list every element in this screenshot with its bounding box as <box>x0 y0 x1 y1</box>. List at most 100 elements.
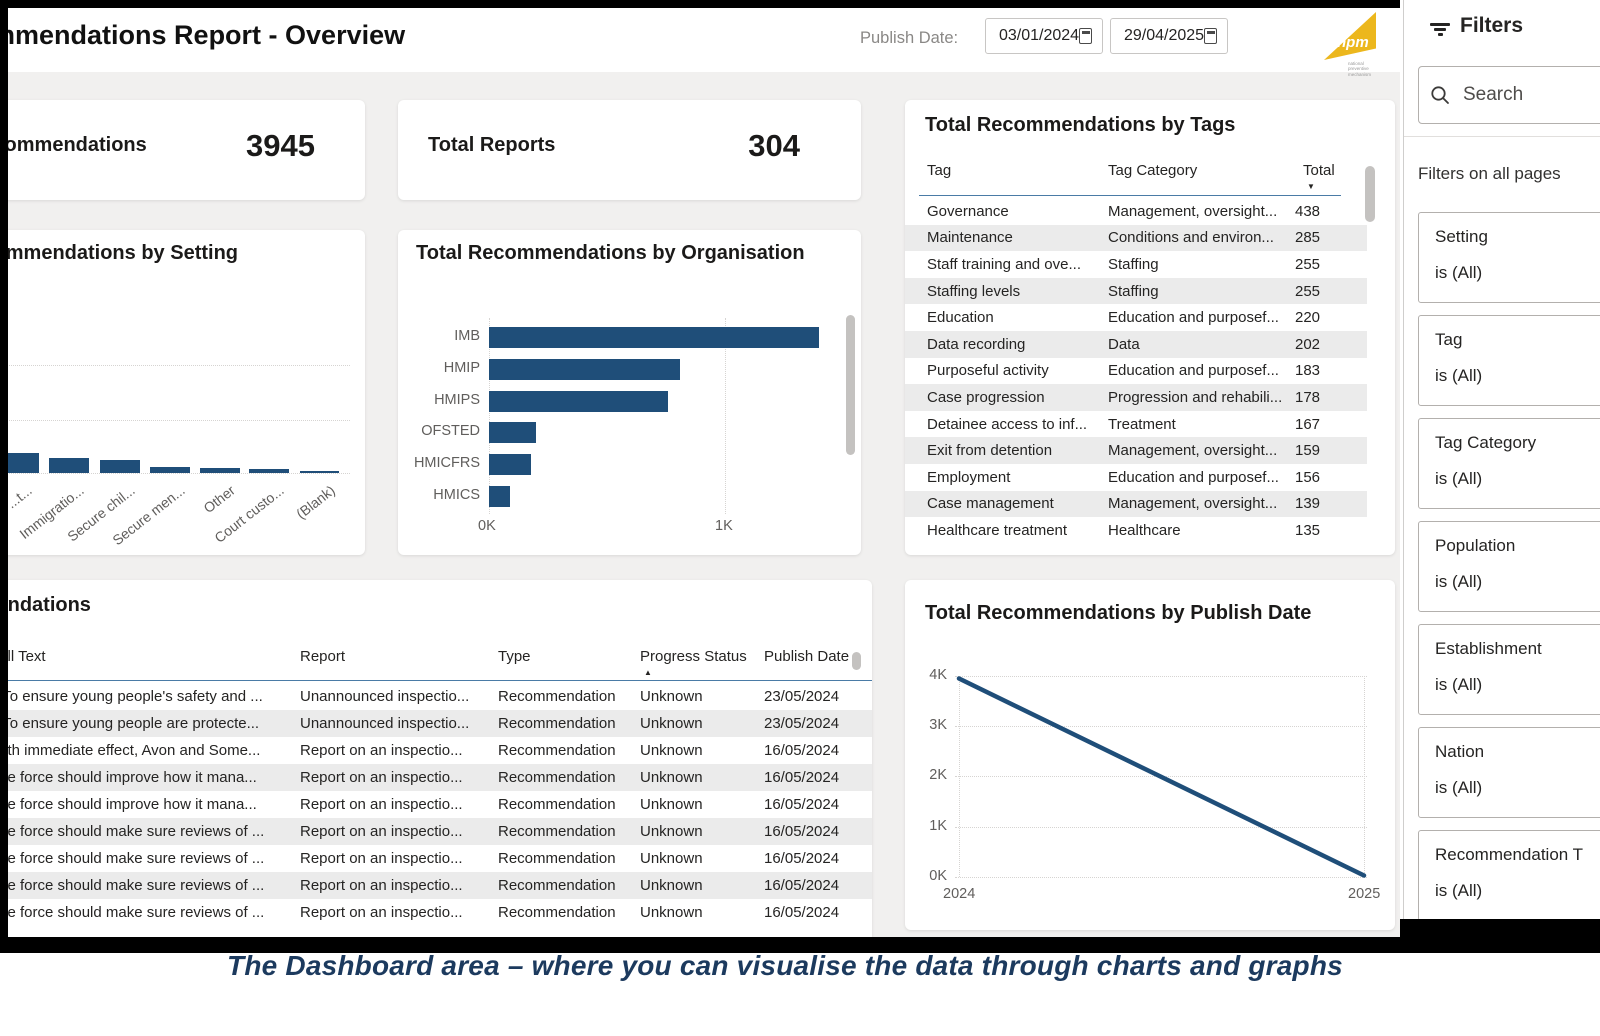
filter-card-tag-category[interactable]: Tag Category is (All) <box>1418 418 1600 509</box>
cell-tag-category: Education and purposef... <box>1108 468 1279 486</box>
filter-card-setting[interactable]: Setting is (All) <box>1418 212 1600 303</box>
filter-card-nation[interactable]: Nation is (All) <box>1418 727 1600 818</box>
setting-chart-card: Total Recommendations by Setting ...t...… <box>8 230 365 555</box>
table-row[interactable]: Exit from detention Management, oversight… <box>905 437 1367 464</box>
table-row[interactable]: Employment Education and purposef... 156 <box>905 464 1367 491</box>
filter-value: is (All) <box>1435 881 1483 900</box>
filter-value: is (All) <box>1435 469 1483 488</box>
table-row[interactable]: Data recording Data 202 <box>905 330 1367 358</box>
table-row[interactable]: 1 To ensure young people's safety and ..… <box>8 683 872 710</box>
calendar-icon[interactable] <box>1079 28 1092 44</box>
bar-setting[interactable] <box>150 466 190 473</box>
date-from-input[interactable]: 03/01/2024 <box>985 18 1103 54</box>
y-axis-tick: 2K <box>929 767 947 783</box>
cell-type: Recommendation <box>498 796 616 813</box>
gridline <box>955 827 1367 828</box>
filter-search-box[interactable] <box>1418 66 1600 124</box>
table-row[interactable]: The force should improve how it mana... R… <box>8 764 872 791</box>
column-header-report[interactable]: Report <box>300 648 346 665</box>
cell-full-text: The force should make sure reviews of ..… <box>8 850 265 867</box>
column-header-progress-status[interactable]: Progress Status <box>640 648 747 665</box>
bar-label: OFSTED <box>421 423 480 440</box>
cell-total: 139 <box>1295 495 1321 513</box>
filter-card-establishment[interactable]: Establishment is (All) <box>1418 624 1600 715</box>
column-header-tag[interactable]: Tag <box>927 162 952 179</box>
cell-tag: Education <box>927 309 994 327</box>
table-row[interactable]: Staffing levels Staffing 255 <box>905 277 1367 305</box>
table-row[interactable]: Case management Management, oversight... 1… <box>905 490 1367 518</box>
table-row[interactable]: The force should make sure reviews of ..… <box>8 845 872 872</box>
bar-setting[interactable] <box>100 460 140 473</box>
column-header-publish-date[interactable]: Publish Date <box>764 648 850 665</box>
cell-progress-status: Unknown <box>640 688 703 705</box>
cell-full-text: The force should improve how it mana... <box>8 769 257 786</box>
table-row[interactable]: Staff training and ove... Staffing 255 <box>905 251 1367 278</box>
filter-card-population[interactable]: Population is (All) <box>1418 521 1600 612</box>
bar-hmics[interactable] <box>489 486 510 507</box>
organisation-chart-plot: IMB HMIP HMIPS OFSTED HMICFRS HMICS <box>398 230 861 555</box>
cell-type: Recommendation <box>498 715 616 732</box>
scrollbar-thumb[interactable] <box>1365 166 1375 222</box>
filters-panel-title: Filters <box>1460 14 1524 37</box>
x-axis-tick: 1K <box>715 518 733 534</box>
date-to-value: 29/04/2025 <box>1124 27 1205 44</box>
date-to-input[interactable]: 29/04/2025 <box>1110 18 1228 54</box>
column-header-full-text[interactable]: Full Text <box>8 648 46 665</box>
table-row[interactable]: Detainee access to inf... Treatment 167 <box>905 411 1367 438</box>
cell-report: Report on an inspectio... <box>300 796 463 813</box>
scrollbar-thumb[interactable] <box>852 652 861 670</box>
table-row[interactable]: The force should make sure reviews of ..… <box>8 899 872 926</box>
table-row[interactable]: Governance Management, oversight... 438 <box>905 198 1367 225</box>
bar-hmip[interactable] <box>489 358 680 380</box>
bar-setting[interactable] <box>200 468 240 473</box>
table-row[interactable]: Purposeful activity Education and purpose… <box>905 358 1367 385</box>
table-row[interactable]: The force should make sure reviews of ..… <box>8 818 872 845</box>
column-header-total[interactable]: Total <box>1303 162 1335 179</box>
table-row[interactable]: The force should improve how it mana... R… <box>8 791 872 818</box>
scrollbar-thumb[interactable] <box>846 315 855 455</box>
bar-hmicfrs[interactable] <box>489 454 531 476</box>
bar-imb[interactable] <box>489 327 819 348</box>
table-row[interactable]: With immediate effect, Avon and Some... R… <box>8 737 872 764</box>
publish-date-chart-card: Total Recommendations by Publish Date 4K… <box>905 580 1395 930</box>
filter-card-recommendation-t[interactable]: Recommendation T is (All) <box>1418 830 1600 921</box>
column-header-type[interactable]: Type <box>498 648 531 665</box>
cell-tag-category: Management, oversight... <box>1108 442 1278 460</box>
cell-tag: Case progression <box>927 388 1045 406</box>
cell-report: Unannounced inspectio... <box>300 715 470 732</box>
gridline <box>955 726 1367 727</box>
bar-ofsted[interactable] <box>489 422 536 444</box>
chart-title: Total Recommendations by Organisation <box>416 242 805 264</box>
cell-tag-category: Staffing <box>1108 282 1159 300</box>
cell-total: 183 <box>1295 362 1321 380</box>
cell-type: Recommendation <box>498 769 616 786</box>
filter-search-input[interactable] <box>1461 83 1575 107</box>
table-row[interactable]: The force should make sure reviews of ..… <box>8 872 872 899</box>
table-row[interactable]: Education Education and purposef... 220 <box>905 304 1367 331</box>
cell-total: 178 <box>1295 388 1321 406</box>
table-row[interactable]: Case progression Progression and rehabili… <box>905 384 1367 411</box>
caption-text: The Dashboard area – where you can visua… <box>227 950 1343 981</box>
cell-publish-date: 16/05/2024 <box>764 877 840 894</box>
cell-tag-category: Staffing <box>1108 255 1159 273</box>
bar-setting[interactable] <box>8 453 39 473</box>
cell-full-text: 1 To ensure young people's safety and ..… <box>8 688 263 705</box>
cell-tag: Healthcare treatment <box>927 521 1068 539</box>
column-header-tag-category[interactable]: Tag Category <box>1108 162 1198 179</box>
table-row[interactable]: 2 To ensure young people are protecte...… <box>8 710 872 737</box>
table-row[interactable]: Healthcare treatment Healthcare 135 <box>905 517 1367 544</box>
bar-setting[interactable] <box>300 471 339 473</box>
cell-type: Recommendation <box>498 904 616 921</box>
cell-total: 202 <box>1295 335 1321 353</box>
x-axis-tick: 2024 <box>943 886 976 902</box>
calendar-icon[interactable] <box>1204 28 1217 44</box>
bar-hmips[interactable] <box>489 390 668 412</box>
bar-setting[interactable] <box>49 457 89 473</box>
bar-setting[interactable] <box>249 468 289 473</box>
npm-logo-text: npm <box>1337 34 1369 51</box>
header-separator <box>919 195 1341 196</box>
cell-publish-date: 16/05/2024 <box>764 850 840 867</box>
npm-logo-subtext: national preventive mechanism <box>1348 61 1372 77</box>
table-row[interactable]: Maintenance Conditions and environ... 285 <box>905 224 1367 252</box>
filter-card-tag[interactable]: Tag is (All) <box>1418 315 1600 406</box>
